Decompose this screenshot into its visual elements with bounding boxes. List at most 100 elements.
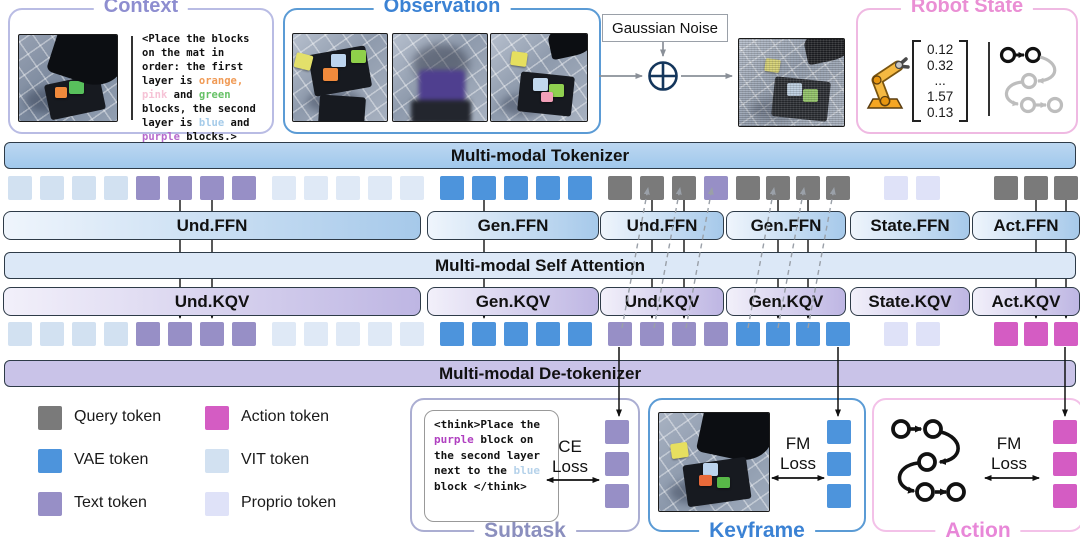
legend-label-vit: VIT token (241, 451, 310, 468)
token-vae (766, 322, 790, 346)
token-proprio (884, 322, 908, 346)
token-vae (440, 176, 464, 200)
text-segment: purple (434, 433, 474, 447)
robot-state-title: Robot State (900, 0, 1034, 18)
vector-values: 0.12 0.32... 1.57 0.13 (921, 40, 959, 122)
token-query (1054, 176, 1078, 200)
token-action (1024, 322, 1048, 346)
keyframe-output-token-vae (827, 484, 851, 508)
token-text (200, 322, 224, 346)
noised-observation-photo (738, 38, 845, 127)
text-segment: block on the second layer next to the (434, 433, 540, 478)
token-proprio (916, 176, 940, 200)
vector-bracket-right (959, 40, 969, 123)
text-segment: orange, (198, 74, 244, 87)
vector-value: 0.12 (927, 42, 954, 57)
keyframe-output-token-vae (827, 452, 851, 476)
token-vae (536, 322, 560, 346)
ffn-box-state-ffn-4: State.FFN (850, 211, 970, 240)
token-query (672, 176, 696, 200)
fm-loss-label-keyframe: FM Loss (780, 434, 816, 474)
observation-photo-1 (292, 33, 388, 122)
token-text (608, 322, 632, 346)
token-vae (472, 322, 496, 346)
legend-swatch-proprio (205, 492, 229, 516)
token-text (232, 176, 256, 200)
token-vit2 (400, 322, 424, 346)
token-text (136, 176, 160, 200)
token-query (994, 176, 1018, 200)
text-segment: blocks.> (179, 130, 237, 143)
keyframe-output-token-vae (827, 420, 851, 444)
token-vae (440, 322, 464, 346)
vector-value: ... (934, 73, 946, 89)
legend-swatch-query (38, 406, 62, 430)
token-vit2 (272, 176, 296, 200)
context-divider (131, 36, 133, 120)
token-text (640, 322, 664, 346)
token-vit (72, 176, 96, 200)
token-vit (8, 176, 32, 200)
ffn-box-und-ffn-0: Und.FFN (3, 211, 421, 240)
token-vae (568, 322, 592, 346)
ffn-box-gen-ffn-3: Gen.FFN (726, 211, 846, 240)
token-vit2 (368, 322, 392, 346)
legend-label-text: Text token (74, 494, 147, 511)
observation-photo-2 (392, 33, 488, 122)
token-vae (826, 322, 850, 346)
token-text (136, 322, 160, 346)
keyframe-title: Keyframe (699, 519, 815, 538)
text-segment: pink (142, 88, 168, 101)
token-vae (568, 176, 592, 200)
vector-value: 0.13 (927, 104, 954, 120)
token-vae (504, 322, 528, 346)
vector-bracket-left (912, 40, 921, 123)
action-title: Action (935, 519, 1021, 538)
kqv-box-gen-kqv-1: Gen.KQV (427, 287, 599, 316)
token-query (736, 176, 760, 200)
vector-value: 0.32 (927, 57, 954, 73)
token-query (796, 176, 820, 200)
legend-swatch-text (38, 492, 62, 516)
text-segment: and (167, 88, 199, 101)
context-photo (18, 34, 118, 122)
ffn-box-gen-ffn-1: Gen.FFN (427, 211, 599, 240)
text-segment: </think> (473, 479, 527, 493)
token-vit2 (336, 176, 360, 200)
text-segment: blocks, the second layer is (142, 102, 256, 129)
ffn-box-act-ffn-5: Act.FFN (972, 211, 1080, 240)
token-vit2 (336, 322, 360, 346)
token-text (168, 322, 192, 346)
text-segment: blue (198, 116, 225, 129)
text-segment: block (434, 479, 474, 493)
self-attention-bar: Multi-modal Self Attention (4, 252, 1076, 279)
multimodal-tokenizer-bar: Multi-modal Tokenizer (4, 142, 1076, 169)
token-vit (104, 176, 128, 200)
subtask-title: Subtask (474, 519, 576, 538)
text-segment: Place the (480, 418, 540, 431)
kqv-box-und-kqv-0: Und.KQV (3, 287, 421, 316)
token-vae (472, 176, 496, 200)
token-action (994, 322, 1018, 346)
text-segment: and (224, 116, 250, 129)
ce-loss-label: CE Loss (552, 437, 588, 477)
multimodal-detokenizer-bar: Multi-modal De-tokenizer (4, 360, 1076, 387)
action-output-token-action (1053, 420, 1077, 444)
action-trajectory-icon (888, 414, 972, 515)
token-vit (8, 322, 32, 346)
fm-loss-label-action: FM Loss (991, 434, 1027, 474)
token-vit2 (304, 176, 328, 200)
observation-title: Observation (373, 0, 511, 18)
token-text (672, 322, 696, 346)
kqv-box-gen-kqv-3: Gen.KQV (726, 287, 846, 316)
ffn-box-und-ffn-2: Und.FFN (600, 211, 724, 240)
text-segment: <think> (434, 418, 481, 431)
text-segment: blue (513, 464, 540, 478)
token-query (766, 176, 790, 200)
robot-arm-icon (860, 46, 910, 117)
token-vae (536, 176, 560, 200)
state-vector: 0.12 0.32... 1.57 0.13 (912, 40, 969, 123)
token-query (608, 176, 632, 200)
token-proprio (884, 176, 908, 200)
token-text (232, 322, 256, 346)
